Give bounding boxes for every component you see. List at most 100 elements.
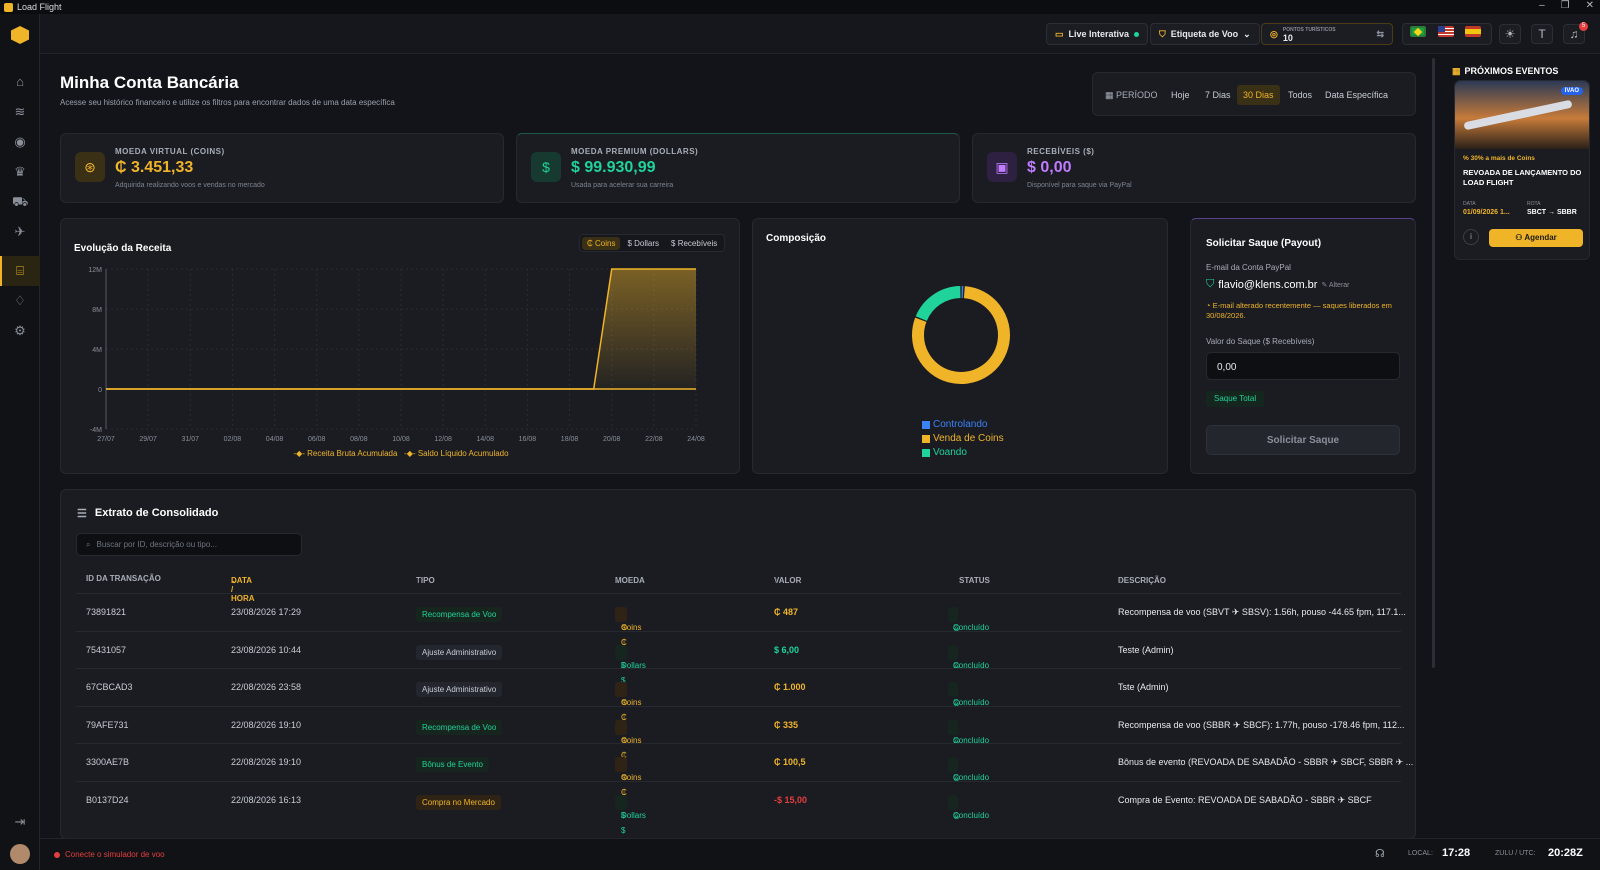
logout-icon[interactable]: ⇥ — [14, 814, 26, 829]
currency-tabs: ₵ Coins $ Dollars $ Recebíveis — [579, 234, 726, 252]
legend-swatch — [922, 434, 930, 443]
status-label: Concluído — [953, 773, 990, 782]
flight-tag-dropdown[interactable]: ⛉ Etiqueta de Voo ⌄ — [1150, 23, 1260, 45]
type-badge: Ajuste Administrativo — [416, 644, 503, 660]
request-payout-button[interactable]: Solicitar Saque — [1206, 425, 1400, 455]
revenue-chart-card: Evolução da Receita ₵ Coins $ Dollars $ … — [60, 218, 740, 474]
trophy-icon[interactable]: ♛ — [14, 164, 26, 179]
search-icon: ⌕ — [86, 540, 91, 549]
cell-description: Tste (Admin) — [1118, 682, 1169, 692]
scrollbar[interactable] — [1432, 58, 1435, 668]
legend-swatch — [922, 420, 930, 429]
table-row[interactable]: 67CBCAD3 22/08/2026 23:58 Ajuste Administr… — [76, 668, 1401, 722]
event-route-label: ROTA — [1527, 201, 1541, 207]
currency-badge: $ Dollars $ — [615, 794, 646, 835]
status-badge: ◎ Concluído — [948, 644, 989, 670]
cell-value: ₵ 100,5 — [774, 757, 806, 767]
status-badge: ◎ Concluído — [948, 794, 989, 820]
legend-label: Voando — [933, 447, 967, 458]
home-icon[interactable]: ⌂ — [16, 74, 24, 89]
period-7days[interactable]: 7 Dias — [1205, 90, 1231, 100]
avatar[interactable] — [10, 844, 30, 864]
x-tick-label: 31/07 — [182, 436, 200, 443]
text-size-icon[interactable]: T — [1531, 24, 1553, 44]
period-30days[interactable]: 30 Dias — [1237, 85, 1280, 105]
event-date: 01/09/2026 1... — [1463, 209, 1510, 216]
type-badge: Ajuste Administrativo — [416, 682, 503, 697]
bank-icon[interactable]: ⌸ — [16, 263, 24, 278]
period-today[interactable]: Hoje — [1171, 90, 1190, 100]
plane-icon[interactable]: ✈ — [14, 224, 26, 239]
table-row[interactable]: 75431057 23/08/2026 10:44 Ajuste Administr… — [76, 630, 1401, 685]
table-row[interactable]: B0137D24 22/08/2026 16:13 Compra no Mercad… — [76, 780, 1401, 835]
flag-brazil-icon[interactable] — [1410, 26, 1426, 37]
col-date-label: DATA / HORA — [231, 576, 255, 603]
sort-icon: ↕ — [774, 576, 778, 585]
flag-spain-icon[interactable] — [1465, 26, 1481, 37]
period-all[interactable]: Todos — [1288, 90, 1313, 100]
medal-icon[interactable]: ♢ — [14, 293, 26, 308]
swap-icon: ⇆ — [1376, 28, 1384, 39]
settings-icon[interactable]: ⚙ — [14, 323, 26, 338]
status-badge: ◎ Concluído — [948, 607, 989, 632]
status-bar: Conecte o simulador de voo ☊ LOCAL: 17:2… — [40, 838, 1600, 870]
chart-icon[interactable]: ≋ — [14, 104, 26, 119]
points-label: PONTOS TURÍSTICOS — [1282, 27, 1336, 33]
tab-coins[interactable]: ₵ Coins — [582, 236, 621, 250]
col-id[interactable]: ID DA TRANSAÇÃO — [86, 574, 161, 583]
tab-receivables[interactable]: $ Recebíveis — [671, 238, 718, 248]
notification-badge: 5 — [1579, 22, 1588, 31]
legend-net: Saldo Líquido Acumulado — [417, 449, 509, 458]
period-label-wrap: ▦ PERÍODO — [1105, 90, 1158, 101]
cell-id: 75431057 — [86, 644, 127, 655]
period-label: PERÍODO — [1116, 90, 1158, 100]
payout-card: Solicitar Saque (Payout) E-mail da Conta… — [1190, 218, 1416, 474]
table-row[interactable]: 3300AE7B 22/08/2026 19:10 Bônus de Evento ⊛… — [76, 743, 1413, 797]
local-time: 17:28 — [1442, 847, 1471, 859]
status-badge: ◎ Concluído — [948, 719, 989, 745]
info-icon[interactable]: i — [1463, 229, 1479, 245]
cart-icon[interactable]: ⛟ — [12, 194, 29, 209]
change-label: Alterar — [1328, 281, 1350, 289]
brand-logo-icon[interactable] — [11, 26, 29, 44]
minimize-icon[interactable]: – — [1539, 0, 1545, 11]
payout-value-input[interactable]: 0,00 — [1206, 352, 1400, 380]
schedule-button[interactable]: ⚇ Agendar — [1489, 229, 1583, 247]
coins-icon: ⊛ — [75, 152, 105, 182]
sim-status-text: Conecte o simulador de voo — [65, 850, 165, 859]
tab-dollars[interactable]: $ Dollars — [627, 238, 660, 248]
headset-icon[interactable]: ☊ — [1375, 848, 1385, 860]
legend-controlando: Controlando — [922, 419, 987, 430]
check-circle-icon: ◎ — [953, 660, 960, 670]
sort-icon: ↕ — [1118, 576, 1122, 585]
statement-search-input[interactable]: ⌕ Buscar por ID, descrição ou tipo... — [76, 533, 302, 556]
stat-card-receivables: ▣ RECEBÍVEIS ($) $ 0,00 Disponível para … — [972, 133, 1416, 203]
maximize-icon[interactable]: ❐ — [1560, 0, 1570, 11]
stat-sub: Adquirida realizando voos e vendas no me… — [115, 182, 265, 189]
period-specific-date[interactable]: Data Específica — [1325, 90, 1389, 100]
table-row[interactable]: 79AFE731 22/08/2026 19:10 Recompensa de Vo… — [76, 705, 1405, 760]
radio-icon[interactable]: ◉ — [14, 134, 26, 149]
cell-id: 67CBCAD3 — [86, 682, 133, 692]
calendar-icon: ▦ — [1452, 66, 1461, 76]
tourist-points-widget[interactable]: ◎ PONTOS TURÍSTICOS 10 ⇆ — [1261, 23, 1393, 45]
legend-venda-coins: Venda de Coins — [922, 433, 1004, 444]
theme-toggle-icon[interactable]: ☀ — [1499, 24, 1521, 44]
flag-usa-icon[interactable] — [1438, 26, 1454, 37]
cell-id: B0137D24 — [86, 794, 129, 805]
edit-email-link[interactable]: ✎ Alterar — [1321, 281, 1350, 289]
close-icon[interactable]: ✕ — [1585, 0, 1594, 11]
event-card[interactable]: IVAO % 30% a mais de Coins REVOADA DE LA… — [1454, 80, 1590, 260]
cell-date: 22/08/2026 23:58 — [231, 682, 302, 692]
cell-date: 22/08/2026 19:10 — [231, 757, 302, 767]
x-tick-label: 10/08 — [392, 436, 410, 443]
currency-badge: $ Dollars $ — [615, 644, 646, 685]
value-label: Valor do Saque ($ Recebíveis) — [1206, 337, 1315, 346]
type-badge: Compra no Mercado — [416, 794, 501, 810]
cell-date: 23/08/2026 10:44 — [231, 644, 302, 655]
sort-icon: ↕ — [615, 576, 619, 585]
table-row[interactable]: 73891821 23/08/2026 17:29 Recompensa de Vo… — [76, 593, 1406, 647]
live-interactive-button[interactable]: ▭ Live Interativa — [1046, 23, 1149, 45]
full-payout-button[interactable]: Saque Total — [1206, 391, 1265, 407]
sim-status[interactable]: Conecte o simulador de voo — [54, 850, 165, 859]
